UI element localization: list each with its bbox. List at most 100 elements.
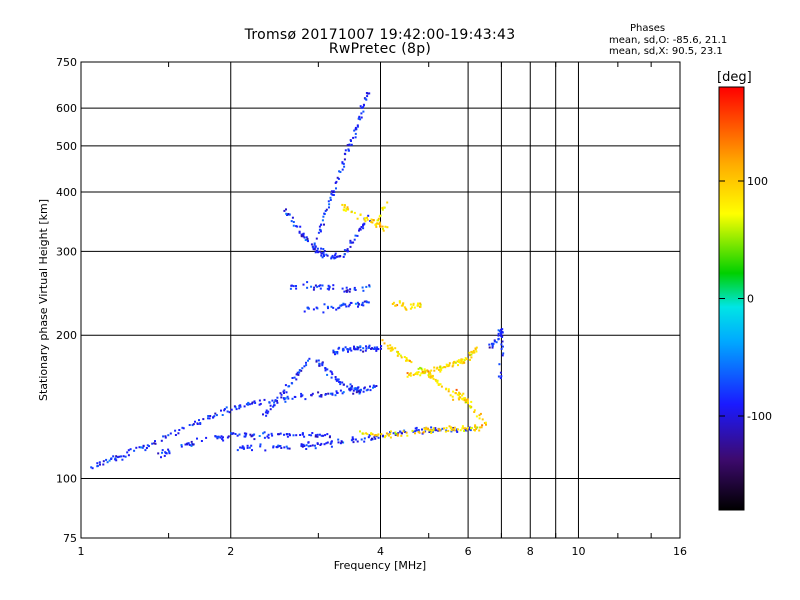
echo-point — [350, 439, 353, 442]
echo-point — [425, 426, 428, 429]
echo-point — [253, 438, 256, 441]
echo-point — [327, 288, 330, 291]
echo-point — [411, 429, 414, 432]
echo-point — [293, 376, 296, 379]
echo-point — [419, 303, 422, 306]
echo-point — [362, 106, 364, 109]
echo-point — [343, 152, 346, 155]
echo-point — [205, 436, 208, 439]
echo-point — [295, 434, 298, 437]
echo-point — [316, 433, 319, 436]
echo-point — [161, 451, 163, 454]
echo-point — [181, 426, 184, 429]
echo-point — [223, 409, 226, 412]
echo-point — [209, 415, 212, 417]
echo-point — [276, 396, 279, 399]
echo-point — [412, 302, 415, 305]
echo-point — [427, 370, 430, 373]
echo-point — [465, 400, 468, 403]
echo-point — [336, 351, 339, 353]
echo-point — [329, 370, 332, 373]
echo-point — [336, 352, 339, 355]
echo-point — [182, 427, 185, 430]
echo-point — [386, 201, 389, 204]
echo-point — [367, 214, 370, 217]
echo-point — [350, 143, 353, 146]
echo-point — [334, 376, 337, 378]
echo-point — [192, 443, 194, 446]
echo-point — [320, 252, 323, 255]
x-tick-label: 16 — [673, 545, 687, 558]
echo-point — [319, 444, 322, 446]
echo-point — [331, 373, 334, 376]
echo-point — [345, 289, 348, 292]
echo-point — [430, 429, 433, 432]
echo-point — [157, 452, 160, 455]
echo-point — [178, 429, 181, 431]
echo-point — [312, 288, 315, 291]
echo-point — [291, 377, 294, 379]
echo-point — [300, 395, 303, 398]
echo-point — [285, 212, 288, 215]
echo-point — [447, 429, 450, 432]
echo-point — [334, 254, 336, 257]
echo-point — [413, 306, 416, 309]
echo-point — [239, 405, 242, 408]
echo-point — [387, 434, 390, 437]
echo-point — [358, 117, 361, 119]
echo-point — [291, 397, 294, 400]
x-tick-label: 10 — [571, 545, 585, 558]
echo-point — [416, 371, 419, 374]
echo-point — [295, 373, 298, 376]
echo-point — [342, 162, 345, 165]
echo-point — [282, 390, 285, 393]
echo-point — [177, 432, 180, 435]
echo-point — [299, 225, 302, 228]
echo-point — [466, 400, 469, 403]
echo-point — [461, 425, 464, 428]
echo-point — [468, 428, 471, 431]
echo-point — [273, 404, 276, 407]
echo-point — [115, 459, 118, 462]
echo-point — [368, 346, 370, 349]
echo-point — [475, 350, 478, 353]
echo-point — [367, 436, 370, 439]
x-tick-label: 1 — [78, 545, 85, 558]
echo-point — [484, 421, 487, 424]
echo-point — [345, 305, 348, 308]
echo-point — [296, 225, 299, 228]
echo-point — [340, 441, 343, 444]
echo-point — [190, 440, 193, 443]
echo-point — [457, 359, 460, 362]
echo-point — [363, 440, 366, 443]
echo-point — [307, 307, 310, 310]
echo-point — [435, 380, 438, 383]
echo-point — [420, 367, 423, 370]
echo-point — [284, 397, 287, 400]
echo-point — [367, 301, 370, 304]
echo-point — [362, 304, 365, 307]
colorbar-label: [deg] — [717, 70, 752, 85]
echo-point — [381, 208, 384, 211]
echo-point — [354, 387, 357, 390]
echo-point — [362, 390, 365, 393]
echo-point — [290, 284, 293, 287]
echo-point — [238, 433, 241, 436]
echo-point — [377, 436, 380, 439]
echo-point — [357, 303, 360, 306]
echo-point — [105, 458, 108, 461]
echo-point — [410, 361, 413, 364]
echo-point — [382, 206, 385, 209]
echo-point — [238, 407, 241, 410]
echo-point — [207, 415, 210, 417]
echo-point — [448, 364, 451, 367]
echo-point — [426, 369, 429, 372]
echo-point — [421, 370, 424, 373]
echo-point — [412, 303, 415, 306]
echo-point — [188, 424, 191, 426]
echo-point — [292, 285, 295, 288]
echo-point — [419, 366, 422, 369]
echo-point — [369, 389, 372, 392]
echo-point — [429, 373, 432, 376]
echo-point — [419, 374, 422, 377]
